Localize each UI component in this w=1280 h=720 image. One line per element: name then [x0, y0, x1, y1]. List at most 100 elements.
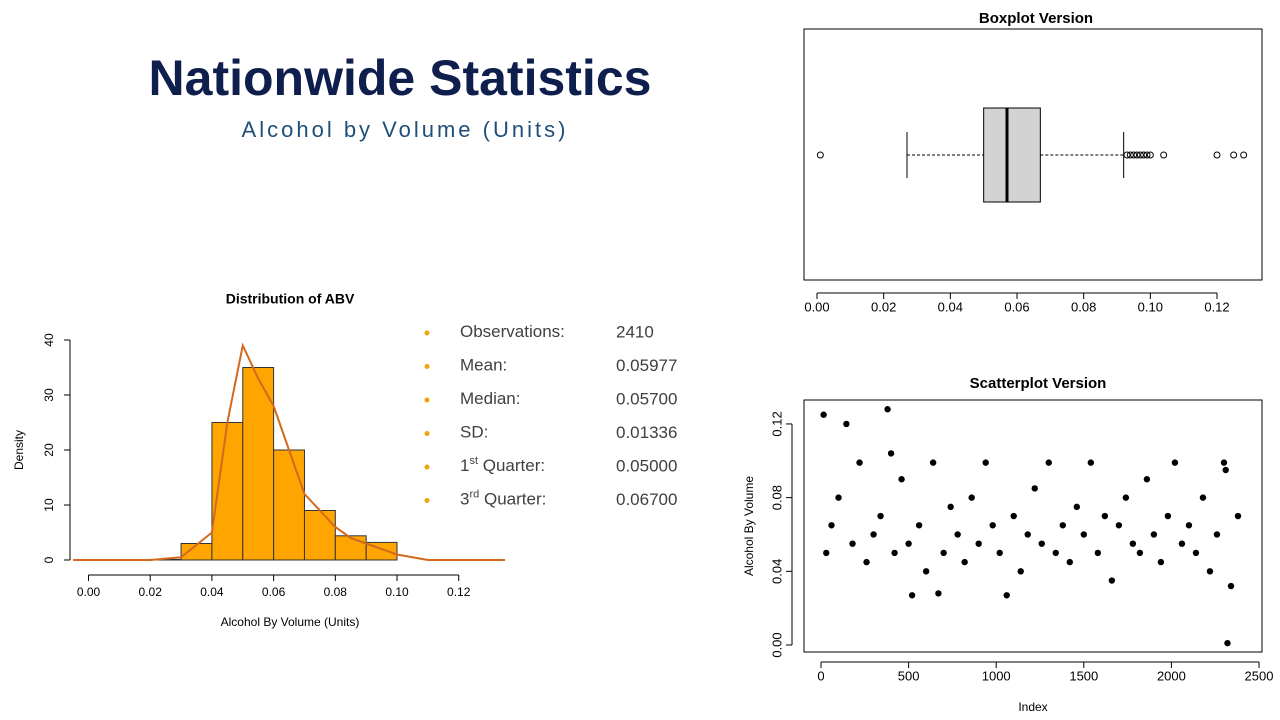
x-tick-label: 0.12: [447, 585, 471, 599]
y-tick-label: 30: [42, 388, 56, 402]
label-part: Observations:: [460, 322, 565, 341]
point: [1059, 522, 1066, 529]
outlier: [1230, 151, 1238, 159]
label-part: Quarter:: [479, 490, 546, 509]
outlier: [1123, 151, 1131, 159]
point: [1073, 503, 1081, 511]
label-part: Mean:: [460, 356, 507, 375]
point: [884, 406, 891, 413]
bullet: [424, 498, 430, 503]
point: [887, 450, 895, 457]
box: [983, 107, 1041, 203]
y-tick-label: 0.00: [769, 632, 784, 657]
point: [1129, 540, 1137, 547]
x-tick-label: 0.12: [1204, 299, 1229, 314]
bar: [334, 535, 367, 561]
point: [820, 411, 827, 418]
point: [1038, 540, 1045, 547]
point: [1087, 459, 1095, 466]
y-tick-label: 20: [42, 443, 56, 457]
point: [905, 540, 912, 547]
point: [1136, 549, 1144, 557]
stat-label: Median:: [460, 389, 520, 408]
x-tick-label: 0.08: [1071, 299, 1096, 314]
point: [1192, 549, 1200, 557]
point: [947, 503, 954, 511]
point: [877, 512, 884, 520]
x-axis-label: Index: [1018, 700, 1047, 714]
point: [1222, 466, 1229, 474]
outlier: [1143, 151, 1151, 159]
bullet: [424, 464, 430, 470]
outlier: [1240, 151, 1248, 159]
x-axis-label: Alcohol By Volume (Units): [221, 615, 360, 629]
point: [898, 476, 905, 483]
density-curve: [73, 342, 505, 561]
y-tick-label: 0.12: [769, 411, 784, 436]
point: [961, 558, 968, 566]
x-tick-label: 0.06: [262, 585, 286, 599]
outlier: [1140, 151, 1148, 159]
bullet: [424, 330, 430, 336]
stat-label: Mean:: [460, 356, 507, 375]
x-tick-label: 0.02: [139, 585, 163, 599]
superscript: rd: [469, 488, 479, 500]
point: [1178, 540, 1186, 547]
chart-title: Boxplot Version: [979, 10, 1093, 27]
slide-subtitle: Alcohol by Volume (Units): [242, 117, 569, 142]
point: [823, 549, 830, 557]
x-tick-label: 0.06: [1004, 299, 1029, 314]
point: [929, 459, 937, 466]
point: [1227, 582, 1235, 590]
x-tick-label: 0.08: [324, 585, 348, 599]
point: [982, 459, 989, 466]
point: [1122, 494, 1130, 501]
x-tick-label: 0: [817, 668, 824, 683]
x-tick-label: 0.10: [1138, 299, 1163, 314]
x-tick-label: 0.04: [200, 585, 224, 599]
stat-value: 0.05977: [616, 356, 677, 375]
y-tick-label: 0: [42, 556, 56, 563]
point: [940, 549, 947, 557]
point: [1157, 558, 1165, 566]
point: [1094, 549, 1102, 557]
point: [1101, 512, 1109, 520]
bullet: [424, 364, 430, 369]
x-tick-label: 0.10: [385, 585, 409, 599]
stat-value: 0.01336: [616, 423, 677, 442]
point: [1017, 568, 1024, 575]
point: [863, 558, 870, 566]
point: [1206, 568, 1214, 575]
point: [849, 540, 856, 547]
y-tick-label: 10: [42, 498, 56, 512]
x-tick-label: 0.00: [77, 585, 101, 599]
point: [856, 459, 863, 466]
point: [935, 590, 942, 597]
outlier: [1160, 151, 1168, 159]
bullet: [424, 397, 430, 403]
slide-title: Nationwide Statistics: [149, 50, 652, 106]
x-tick-label: 500: [898, 668, 920, 683]
y-axis-label: Density: [12, 430, 26, 470]
outlier: [1130, 151, 1138, 159]
point: [1066, 558, 1073, 566]
point: [1143, 476, 1151, 483]
plot-frame: [803, 28, 1263, 281]
y-axis-label: Alcohol By Volume: [742, 476, 756, 576]
point: [1213, 531, 1221, 538]
superscript: st: [469, 455, 478, 467]
point: [1199, 494, 1207, 501]
point: [1080, 531, 1088, 538]
point: [1150, 531, 1158, 538]
y-tick-label: 40: [42, 333, 56, 347]
label-part: SD:: [460, 423, 488, 442]
point: [989, 522, 996, 529]
point: [1164, 512, 1172, 520]
outlier: [1126, 151, 1134, 159]
stat-value: 0.05000: [616, 456, 677, 475]
chart-title: Scatterplot Version: [970, 375, 1107, 392]
outlier: [816, 151, 824, 159]
point: [915, 522, 923, 529]
point: [1185, 522, 1193, 529]
stat-label: SD:: [460, 423, 488, 442]
